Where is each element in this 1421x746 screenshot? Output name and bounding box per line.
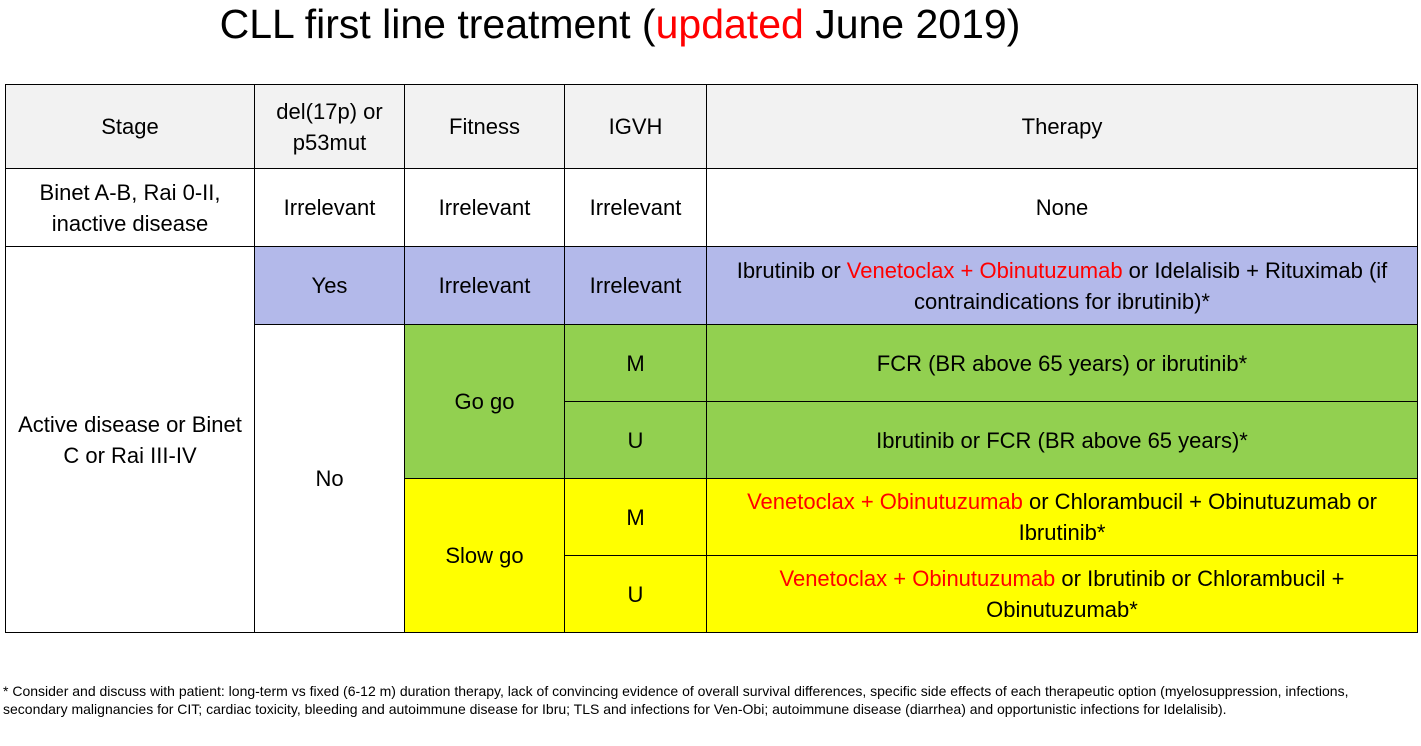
igvh-inactive: Irrelevant [564,168,707,247]
title-suffix: June 2019) [803,1,1021,47]
igvh-del17p-yes: Irrelevant [564,246,707,325]
therapy-slow-go-m-highlight: Venetoclax + Obinutuzumab [747,489,1023,514]
igvh-go-go-m: M [564,324,707,402]
therapy-slow-go-u-highlight: Venetoclax + Obinutuzumab [779,566,1056,591]
header-del17p: del(17p) or p53mut [254,84,405,169]
table-row-go-go-u: U Ibrutinib or FCR (BR above 65 years)* [6,401,1418,479]
table-row-go-go-m: No Go go M FCR (BR above 65 years) or ib… [6,324,1418,633]
page-title: CLL first line treatment (updated June 2… [0,0,1240,52]
igvh-slow-go-u: U [564,555,707,633]
stage-active: Active disease or Binet C or Rai III-IV [5,246,255,633]
igvh-slow-go-m: M [564,478,707,556]
footnote: * Consider and discuss with patient: lon… [3,683,1349,717]
fitness-slow-go: Slow go [404,478,565,633]
del17p-yes: Yes [254,246,405,325]
therapy-go-go-u: Ibrutinib or FCR (BR above 65 years)* [706,401,1418,479]
therapy-del17p-yes: Ibrutinib or Venetoclax + Obinutuzumab o… [706,246,1418,325]
therapy-del17p-yes-part2: or Idelalisib + Rituximab (if contraindi… [914,257,1388,314]
header-stage: Stage [5,84,255,169]
treatment-table: Stage del(17p) or p53mut Fitness IGVH Th… [5,84,1418,633]
title-prefix: CLL first line treatment ( [219,1,656,47]
therapy-slow-go-m-rest: or Chlorambucil + Obinutuzumab or Ibruti… [1018,489,1377,545]
title-updated-highlight: updated [655,1,804,47]
fitness-inactive: Irrelevant [404,168,565,247]
therapy-del17p-yes-highlight: Venetoclax + Obinutuzumab [846,257,1123,283]
header-row: Stage del(17p) or p53mut Fitness IGVH Th… [5,84,1418,169]
table-row-slow-go-m: Slow go M Venetoclax + Obinutuzumab or C… [6,478,1418,633]
del17p-no: No [254,324,405,633]
header-therapy: Therapy [706,84,1418,169]
table-row-slow-go-u: U Venetoclax + Obinutuzumab or Ibrutinib… [6,555,1418,633]
therapy-slow-go-u: Venetoclax + Obinutuzumab or Ibrutinib o… [706,555,1418,633]
header-igvh: IGVH [564,84,707,169]
fitness-go-go: Go go [404,324,565,479]
del17p-inactive: Irrelevant [254,168,405,247]
therapy-slow-go-m: Venetoclax + Obinutuzumab or Chlorambuci… [706,478,1418,556]
header-fitness: Fitness [404,84,565,169]
fitness-del17p-yes: Irrelevant [404,246,565,325]
therapy-del17p-yes-part1: Ibrutinib or [736,257,847,283]
igvh-go-go-u: U [564,401,707,479]
therapy-slow-go-u-rest: or Ibrutinib or Chlorambucil + Obinutuzu… [986,566,1345,622]
therapy-inactive: None [706,168,1418,247]
table-row-del17p-yes: Active disease or Binet C or Rai III-IV … [5,246,1418,633]
therapy-go-go-m: FCR (BR above 65 years) or ibrutinib* [706,324,1418,402]
stage-inactive: Binet A-B, Rai 0-II, inactive disease [5,168,255,247]
table-row-inactive: Binet A-B, Rai 0-II, inactive disease Ir… [5,168,1418,247]
